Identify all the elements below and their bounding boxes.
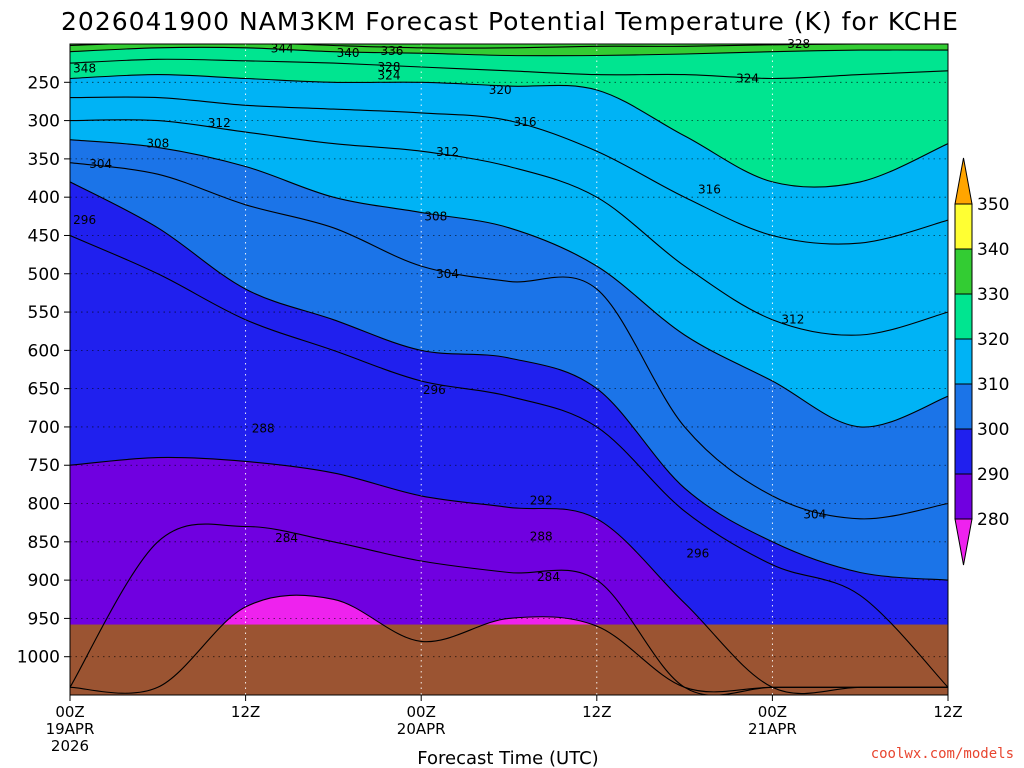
isotherm-label: 344 [271, 42, 294, 56]
isotherm-label: 304 [436, 267, 459, 281]
legend-swatch [954, 383, 973, 430]
y-tick-label: 750 [28, 456, 60, 476]
ground-surface [70, 624, 948, 695]
y-tick-label: 450 [28, 226, 60, 246]
legend-swatch [954, 293, 973, 340]
y-tick-label: 650 [28, 380, 60, 400]
x-tick-label: 00Z [407, 703, 436, 721]
x-tick-label: 12Z [582, 703, 611, 721]
legend-label: 280 [977, 510, 1009, 530]
isotherm-320 [70, 74, 948, 188]
legend-swatch [954, 473, 973, 520]
chart-title: 2026041900 NAM3KM Forecast Potential Tem… [61, 7, 959, 36]
x-tick-label: 12Z [231, 703, 260, 721]
legend-label: 310 [977, 375, 1009, 395]
grid-lines [70, 44, 948, 695]
y-tick-label: 600 [28, 341, 60, 361]
isotherm-label: 324 [736, 71, 759, 85]
x-tick-label: 20APR [397, 720, 446, 738]
legend-swatch [954, 428, 973, 475]
isotherm-292 [70, 456, 948, 695]
isotherm-label: 284 [275, 531, 298, 545]
isotherm-300 [70, 181, 948, 581]
isotherm-label: 308 [146, 137, 169, 151]
isotherm-296 [70, 234, 948, 688]
legend-swatch [954, 203, 973, 250]
isotherm-316 [70, 96, 948, 245]
y-tick-label: 500 [28, 265, 60, 285]
isotherm-label: 296 [686, 546, 709, 560]
x-tick-label: 21APR [748, 720, 797, 738]
isotherm-lines [70, 36, 948, 695]
isotherm-label: 288 [252, 421, 275, 435]
x-axis-title: Forecast Time (UTC) [417, 748, 598, 768]
isotherm-324 [70, 58, 948, 80]
legend-swatch [954, 338, 973, 385]
isotherm-label: 328 [378, 60, 401, 74]
isotherm-label: 348 [73, 62, 96, 76]
y-tick-label: 900 [28, 571, 60, 591]
isotherm-label: 308 [424, 209, 447, 223]
x-tick-label: 12Z [933, 703, 962, 721]
isotherm-label: 312 [436, 145, 459, 159]
legend-label: 300 [977, 420, 1009, 440]
isotherm-label: 316 [698, 183, 721, 197]
y-tick-label: 850 [28, 533, 60, 553]
x-tick-label: 00Z [758, 703, 787, 721]
isotherm-label: 340 [337, 46, 360, 60]
isotherm-label: 304 [803, 507, 826, 521]
y-tick-label: 300 [28, 112, 60, 132]
legend-label: 290 [977, 465, 1009, 485]
color-legend: 350 340 330 320 310 300 290 280 [954, 157, 1009, 566]
legend-label: 320 [977, 330, 1009, 350]
isotherm-label: 288 [530, 529, 553, 543]
isotherm-304 [70, 162, 948, 520]
plot-frame [69, 43, 949, 696]
x-tick-label: 00Z [55, 703, 84, 721]
y-tick-label: 950 [28, 609, 60, 629]
isotherm-328 [70, 46, 948, 57]
legend-arrow-low [954, 518, 973, 566]
isotherm-label: 296 [423, 383, 446, 397]
y-tick-label: 250 [28, 73, 60, 93]
y-tick-label: 400 [28, 188, 60, 208]
isotherm-308 [70, 139, 948, 428]
isotherm-label: 324 [378, 68, 401, 82]
isotherm-336 [70, 36, 948, 42]
isotherm-label: 312 [781, 313, 804, 327]
isotherm-label: 316 [514, 115, 537, 129]
legend-arrow-high [954, 157, 973, 205]
isotherm-label: 296 [73, 213, 96, 227]
isotherm-label: 312 [208, 116, 231, 130]
legend-label: 350 [977, 195, 1009, 215]
isotherm-label: 304 [89, 157, 112, 171]
y-tick-label: 800 [28, 495, 60, 515]
credit-text: coolwx.com/models [871, 746, 1014, 762]
legend-label: 340 [977, 240, 1009, 260]
isotherm-label: 284 [537, 570, 560, 584]
x-tick-label: 19APR [46, 720, 95, 738]
x-tick-label: 2026 [51, 737, 89, 755]
isotherm-label: 320 [489, 83, 512, 97]
legend-swatch [954, 248, 973, 295]
y-tick-label: 700 [28, 418, 60, 438]
y-tick-label: 1000 [17, 648, 60, 668]
legend-label: 330 [977, 285, 1009, 305]
isotherm-288 [70, 523, 948, 695]
isotherm-312 [70, 119, 948, 336]
axes: 250 300 350 400 450 500 550 600 650 700 750 800 850 9… [17, 43, 963, 755]
isotherm-label: 336 [380, 44, 403, 58]
isotherm-label: 292 [530, 493, 553, 507]
y-tick-label: 350 [28, 150, 60, 170]
y-tick-label: 550 [28, 303, 60, 323]
